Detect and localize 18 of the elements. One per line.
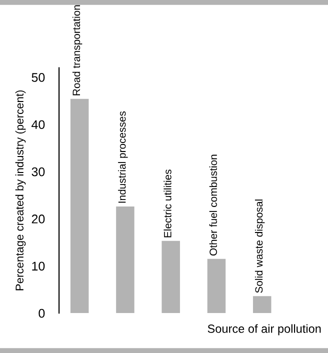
- y-tick-label: 40: [32, 120, 45, 130]
- y-tick-label: 20: [32, 214, 45, 224]
- y-tick-label: 0: [38, 308, 45, 318]
- bar: [70, 98, 89, 314]
- x-tick-label: Industrial processes: [118, 111, 128, 203]
- bar: [252, 296, 272, 314]
- x-tick-label: Electric utilities: [164, 170, 172, 238]
- bar: [162, 240, 180, 314]
- x-tick-label: Solid waste disposal: [254, 200, 265, 293]
- y-tick-label: 50: [32, 73, 45, 82]
- bar: [116, 206, 134, 314]
- x-tick-label: Road transportation: [72, 5, 82, 96]
- y-tick-label: 10: [32, 262, 45, 271]
- y-axis-title: Percentage created by industry (percent): [15, 90, 26, 290]
- x-tick-label: Other fuel combustion: [209, 154, 217, 256]
- bar: [207, 258, 226, 314]
- y-tick-label: 30: [32, 167, 45, 176]
- x-axis-title: Source of air pollution: [208, 324, 321, 336]
